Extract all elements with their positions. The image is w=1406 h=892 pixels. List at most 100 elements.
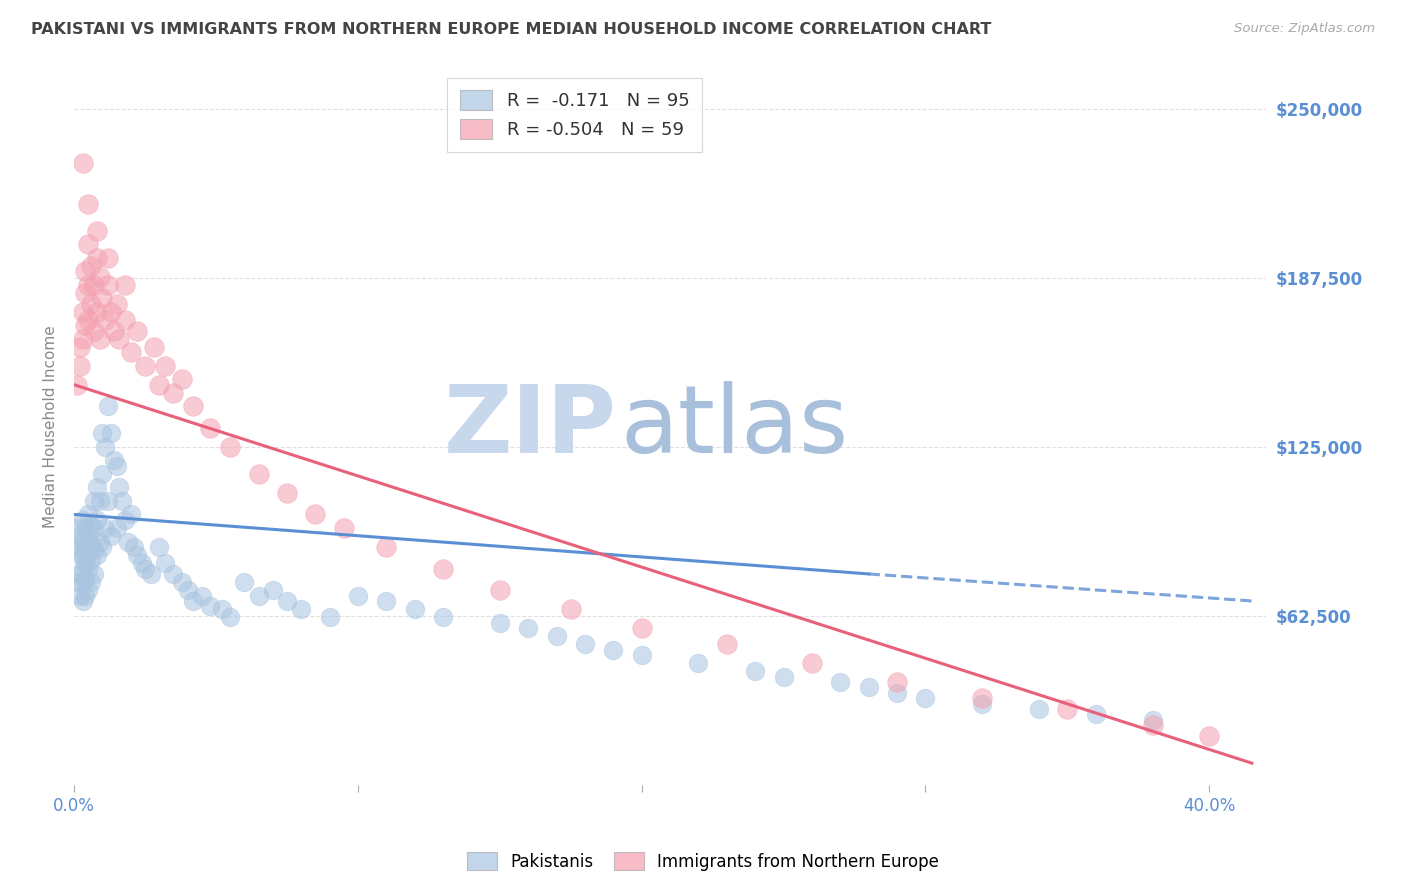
Point: [80, 553, 103, 567]
Point: [83, 324, 105, 338]
Point: [80, 259, 103, 273]
Legend: R =  -0.171   N = 95, R = -0.504   N = 59: R = -0.171 N = 95, R = -0.504 N = 59: [447, 78, 702, 152]
Point: [886, 675, 908, 690]
Point: [75, 318, 97, 333]
Point: [89, 269, 111, 284]
Point: [375, 540, 398, 554]
Point: [83, 542, 105, 557]
Point: [488, 615, 510, 630]
Point: [103, 324, 125, 338]
Point: [290, 602, 312, 616]
Point: [148, 377, 170, 392]
Point: [97, 400, 120, 414]
Point: [97, 494, 120, 508]
Point: [688, 656, 710, 670]
Point: [153, 359, 176, 373]
Point: [125, 324, 148, 338]
Point: [72, 594, 94, 608]
Point: [1142, 718, 1164, 732]
Point: [77, 561, 100, 575]
Point: [72, 332, 94, 346]
Point: [219, 610, 242, 624]
Point: [153, 556, 176, 570]
Point: [972, 697, 994, 711]
Point: [77, 508, 100, 522]
Point: [77, 583, 100, 598]
Point: [77, 545, 100, 559]
Point: [1028, 702, 1050, 716]
Point: [72, 534, 94, 549]
Point: [105, 296, 128, 310]
Point: [114, 513, 136, 527]
Point: [100, 529, 122, 543]
Point: [602, 642, 624, 657]
Point: [304, 508, 326, 522]
Point: [69, 566, 91, 581]
Point: [80, 537, 103, 551]
Point: [72, 548, 94, 562]
Point: [72, 156, 94, 170]
Point: [432, 610, 454, 624]
Point: [83, 494, 105, 508]
Point: [91, 540, 114, 554]
Point: [100, 426, 122, 441]
Point: [914, 691, 936, 706]
Point: [80, 296, 103, 310]
Point: [134, 561, 156, 575]
Point: [91, 291, 114, 305]
Text: PAKISTANI VS IMMIGRANTS FROM NORTHERN EUROPE MEDIAN HOUSEHOLD INCOME CORRELATION: PAKISTANI VS IMMIGRANTS FROM NORTHERN EU…: [31, 22, 991, 37]
Point: [103, 453, 125, 467]
Point: [94, 313, 117, 327]
Point: [75, 572, 97, 586]
Point: [86, 548, 108, 562]
Point: [262, 583, 284, 598]
Point: [404, 602, 426, 616]
Point: [1056, 702, 1078, 716]
Point: [108, 332, 131, 346]
Point: [91, 467, 114, 481]
Point: [134, 359, 156, 373]
Point: [972, 691, 994, 706]
Point: [72, 561, 94, 575]
Point: [1142, 713, 1164, 727]
Point: [89, 534, 111, 549]
Point: [517, 621, 540, 635]
Point: [91, 426, 114, 441]
Point: [318, 610, 340, 624]
Point: [574, 637, 596, 651]
Point: [1198, 729, 1220, 743]
Point: [276, 594, 298, 608]
Point: [86, 513, 108, 527]
Point: [200, 421, 222, 435]
Point: [560, 602, 582, 616]
Point: [219, 440, 242, 454]
Point: [332, 521, 354, 535]
Point: [97, 277, 120, 292]
Point: [108, 480, 131, 494]
Point: [111, 494, 134, 508]
Point: [830, 675, 852, 690]
Point: [83, 277, 105, 292]
Point: [69, 340, 91, 354]
Point: [858, 681, 880, 695]
Point: [89, 332, 111, 346]
Point: [77, 196, 100, 211]
Point: [142, 340, 165, 354]
Point: [100, 305, 122, 319]
Point: [80, 575, 103, 590]
Point: [247, 589, 270, 603]
Point: [114, 313, 136, 327]
Point: [630, 621, 652, 635]
Text: ZIP: ZIP: [443, 381, 616, 473]
Point: [86, 480, 108, 494]
Point: [170, 372, 193, 386]
Point: [122, 540, 145, 554]
Point: [120, 508, 142, 522]
Point: [75, 264, 97, 278]
Point: [117, 534, 139, 549]
Point: [66, 521, 89, 535]
Point: [200, 599, 222, 614]
Point: [80, 518, 103, 533]
Point: [105, 521, 128, 535]
Point: [94, 521, 117, 535]
